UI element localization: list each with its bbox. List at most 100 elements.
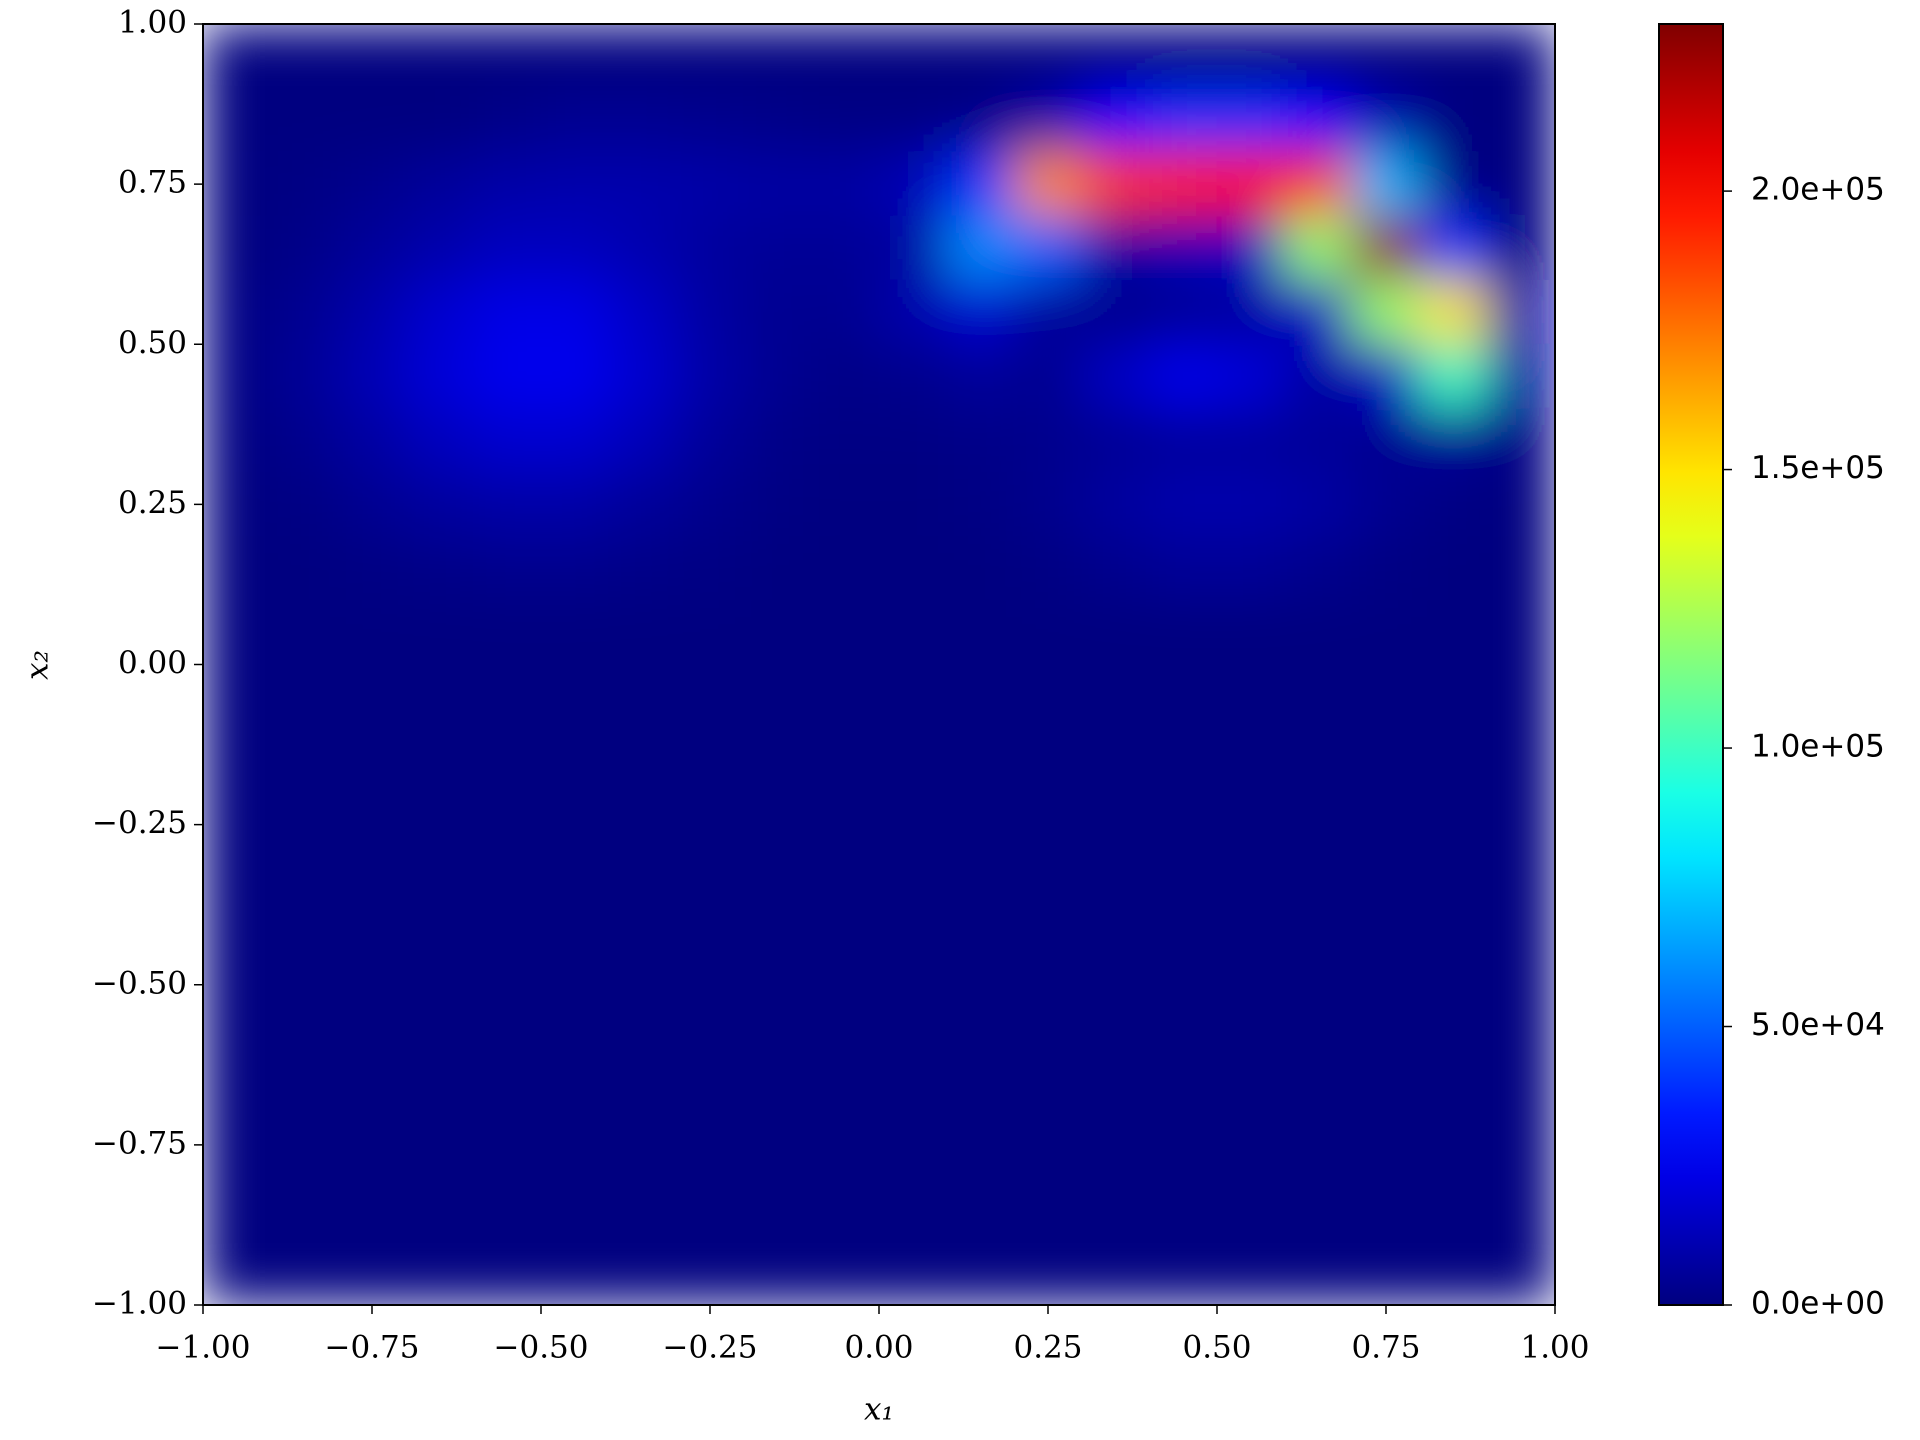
heatmap-cell — [472, 664, 542, 730]
heatmap-cell — [540, 279, 610, 345]
heatmap-cell — [743, 151, 812, 217]
heatmap-cell — [203, 407, 272, 473]
heatmap-cell — [270, 24, 339, 89]
heatmap-cell — [405, 24, 474, 89]
heatmap-cell — [405, 1048, 474, 1114]
heatmap-cell — [472, 1240, 542, 1305]
heatmap-cell — [1013, 1112, 1083, 1178]
heatmap-cell — [337, 24, 407, 89]
heatmap-cell — [270, 471, 339, 537]
heatmap-cell — [270, 792, 339, 858]
heatmap-cell — [270, 664, 339, 730]
heatmap-cell — [810, 343, 880, 409]
heatmap-cell — [203, 599, 272, 665]
heatmap-cell — [1486, 1048, 1555, 1114]
heatmap-cell — [810, 1112, 880, 1178]
heatmap-cell — [472, 856, 542, 922]
heatmap-cell — [675, 407, 745, 473]
heatmap-cell — [608, 1176, 677, 1242]
heatmap-cell — [878, 1176, 948, 1242]
heatmap-cell — [1081, 599, 1150, 665]
heatmap-cell — [946, 1176, 1015, 1242]
heatmap-cell — [810, 1240, 880, 1305]
heatmap-cell — [270, 984, 339, 1050]
heatmap-cell — [405, 728, 474, 794]
heatmap-cell — [1419, 24, 1488, 89]
heatmap-cell — [1419, 1240, 1488, 1305]
x-tick-label: −1.00 — [156, 1330, 251, 1366]
heatmap-cell — [608, 1112, 677, 1178]
heatmap-cell — [337, 151, 407, 217]
heatmap-cell — [337, 1240, 407, 1305]
heatmap-cell — [1081, 471, 1150, 537]
heatmap-cell — [472, 984, 542, 1050]
heatmap-cell — [1013, 920, 1083, 986]
y-axis-label: x₂ — [20, 650, 56, 680]
y-tick-label: 0.00 — [118, 645, 187, 681]
heatmap-cell — [337, 407, 407, 473]
heatmap-cell — [540, 1176, 610, 1242]
heatmap-cell — [608, 920, 677, 986]
heatmap-cell — [946, 1240, 1015, 1305]
heatmap-cell — [405, 471, 474, 537]
heatmap-cell — [1284, 1240, 1353, 1305]
heatmap-cell — [337, 535, 407, 601]
heatmap-cell — [1148, 24, 1218, 89]
heatmap-cell — [1486, 1176, 1555, 1242]
heatmap-cell — [203, 984, 272, 1050]
heatmap-cell — [878, 1048, 948, 1114]
x-tick-label: 0.50 — [1182, 1330, 1251, 1366]
heatmap-cell — [1148, 1048, 1218, 1114]
heatmap-cell — [1013, 664, 1083, 730]
heatmap-cell — [1216, 87, 1286, 153]
heatmap-cell — [1419, 87, 1488, 153]
heatmap-cell — [1148, 856, 1218, 922]
heatmap-cell — [1284, 343, 1353, 409]
heatmap-cell — [337, 1112, 407, 1178]
heatmap-cell — [810, 407, 880, 473]
heatmap-cell — [270, 535, 339, 601]
heatmap-cell — [946, 1112, 1015, 1178]
heatmap-cell — [1013, 215, 1083, 281]
heatmap-cell — [1013, 1048, 1083, 1114]
colorbar-tick-label: 2.0e+05 — [1751, 172, 1885, 208]
heatmap-cell — [1216, 1176, 1286, 1242]
heatmap-cell — [337, 920, 407, 986]
heatmap-cell — [810, 599, 880, 665]
heatmap-cell — [1351, 24, 1421, 89]
heatmap-cell — [878, 535, 948, 601]
heatmap-cell — [1081, 151, 1150, 217]
heatmap-cell — [946, 792, 1015, 858]
heatmap-cell — [1148, 279, 1218, 345]
heatmap-cell — [1081, 856, 1150, 922]
heatmap-cell — [337, 343, 407, 409]
heatmap-cell — [1419, 151, 1488, 217]
heatmap-cell — [337, 728, 407, 794]
heatmap-cell — [1216, 599, 1286, 665]
heatmap-cell — [743, 279, 812, 345]
heatmap-cell — [608, 984, 677, 1050]
heatmap-cell — [878, 792, 948, 858]
heatmap-cell — [1216, 1048, 1286, 1114]
heatmap-cell — [337, 87, 407, 153]
heatmap-cell — [540, 664, 610, 730]
heatmap-cell — [1284, 471, 1353, 537]
heatmap-cell — [337, 1048, 407, 1114]
heatmap-cell — [1419, 792, 1488, 858]
heatmap-cell — [270, 407, 339, 473]
heatmap-cell — [675, 535, 745, 601]
heatmap-cell — [608, 1048, 677, 1114]
heatmap-cell — [743, 1048, 812, 1114]
heatmap-cell — [405, 599, 474, 665]
heatmap-cell — [1419, 279, 1488, 345]
heatmap-cell — [270, 1048, 339, 1114]
heatmap-cell — [675, 856, 745, 922]
heatmap-cell — [1351, 215, 1421, 281]
heatmap-cell — [743, 920, 812, 986]
x-tick-label: −0.25 — [663, 1330, 758, 1366]
heatmap-cell — [1419, 215, 1488, 281]
x-tick-label: 0.75 — [1351, 1330, 1420, 1366]
heatmap-cell — [1486, 471, 1555, 537]
heatmap-cell — [1351, 984, 1421, 1050]
heatmap-cell — [1351, 1112, 1421, 1178]
